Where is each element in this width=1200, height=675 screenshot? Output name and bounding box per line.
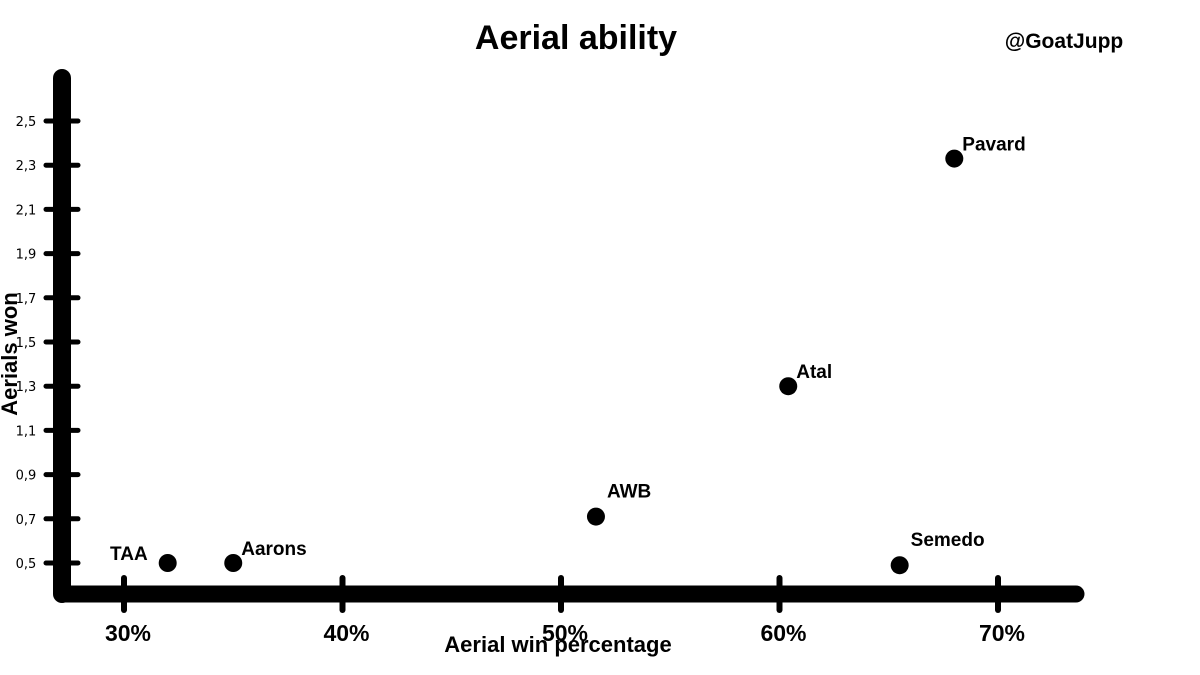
data-point xyxy=(779,377,798,396)
credit-handle: @GoatJupp xyxy=(1005,30,1123,53)
y-tick-label: 0,9 xyxy=(16,469,37,484)
data-point xyxy=(224,554,243,572)
data-point-label: Semedo xyxy=(911,530,985,551)
y-tick-label: 1,1 xyxy=(16,424,37,439)
chart-title: Aerial ability xyxy=(475,19,677,57)
x-tick-label: 50% xyxy=(542,620,588,646)
y-tick-label: 0,7 xyxy=(16,513,37,528)
data-point-label: AWB xyxy=(607,482,651,503)
data-points: TAA Aarons AWB Atal Semedo Pavard xyxy=(110,135,1026,575)
data-point xyxy=(890,556,909,575)
y-tick-label: 2,5 xyxy=(16,115,37,130)
y-ticks: 0,5 0,7 0,9 1,1 1,3 1,5 1,7 1,9 2,1 2,3 2,5 xyxy=(16,115,81,572)
y-tick-label: 1,9 xyxy=(16,248,37,263)
data-point-label: TAA xyxy=(110,544,148,565)
y-axis-label: Aerials won xyxy=(0,292,22,415)
y-tick-label: 2,3 xyxy=(16,159,37,174)
x-tick-label: 60% xyxy=(760,620,806,646)
x-tick-label: 30% xyxy=(105,620,151,646)
axes xyxy=(53,69,1085,603)
y-tick-label: 1,5 xyxy=(16,336,37,351)
data-point-label: Aarons xyxy=(241,539,306,560)
y-tick-label: 2,1 xyxy=(16,203,37,218)
data-point-label: Pavard xyxy=(962,135,1025,156)
x-axis-label: Aerial win percentage xyxy=(444,632,671,657)
x-ticks: 30% 40% 50% 60% 70% xyxy=(105,575,1025,646)
y-tick-label: 0,5 xyxy=(16,557,37,572)
x-tick-label: 70% xyxy=(979,620,1025,646)
y-tick-label: 1,3 xyxy=(16,380,37,395)
x-tick-label: 40% xyxy=(323,620,369,646)
data-point xyxy=(945,149,964,168)
data-point xyxy=(158,554,177,572)
data-point xyxy=(586,507,605,526)
data-point-label: Atal xyxy=(796,362,832,383)
y-tick-label: 1,7 xyxy=(16,292,37,307)
